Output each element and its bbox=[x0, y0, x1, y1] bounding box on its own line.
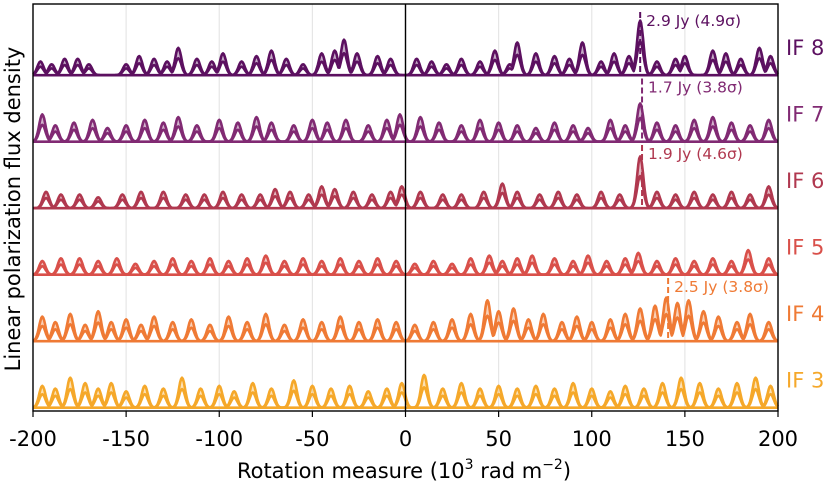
series-if-7: IF 7 bbox=[32, 102, 824, 143]
y-axis-label: Linear polarization flux density bbox=[1, 47, 25, 372]
peak-annotation: 1.7 Jy (3.8σ) bbox=[648, 79, 743, 97]
x-tick-label: 150 bbox=[665, 427, 705, 451]
peak-annotation: 1.9 Jy (4.6σ) bbox=[648, 145, 743, 163]
axis-frame bbox=[32, 3, 779, 412]
x-tick-label: -150 bbox=[102, 427, 150, 451]
x-tick-label: 200 bbox=[758, 427, 798, 451]
x-tick-label: 0 bbox=[399, 427, 412, 451]
x-axis-label-close: ) bbox=[563, 459, 571, 483]
x-tick-label: 50 bbox=[485, 427, 512, 451]
series-if-6: IF 6 bbox=[32, 155, 824, 210]
series-if-8: IF 8 bbox=[32, 19, 824, 77]
x-axis-label-sup: 3 bbox=[465, 457, 474, 473]
series-label: IF 7 bbox=[786, 103, 824, 127]
peak-annotation: 2.9 Jy (4.9σ) bbox=[646, 12, 741, 30]
series-label: IF 5 bbox=[786, 236, 824, 260]
peak-annotation: 2.5 Jy (3.8σ) bbox=[674, 278, 769, 296]
x-axis-label-unit: rad m bbox=[474, 459, 543, 483]
annotation-layer: 2.9 Jy (4.9σ) 1.7 Jy (3.8σ) 1.9 Jy (4.6σ) 2… bbox=[639, 12, 769, 342]
series-if-5: IF 5 bbox=[32, 236, 824, 277]
x-tick-label: -200 bbox=[9, 427, 57, 451]
series-label: IF 8 bbox=[786, 36, 824, 60]
x-axis-label-main: Rotation measure (10 bbox=[237, 459, 465, 483]
series-if-4: IF 4 bbox=[32, 296, 824, 343]
x-tick-label: -50 bbox=[295, 427, 329, 451]
series-label: IF 6 bbox=[786, 169, 824, 193]
series-label: IF 4 bbox=[786, 302, 824, 326]
series-if-3: IF 3 bbox=[32, 369, 824, 409]
x-tick-label: -100 bbox=[195, 427, 243, 451]
series-label: IF 3 bbox=[786, 369, 824, 393]
x-axis-label-unit-sup: −2 bbox=[542, 457, 563, 473]
x-tick-label: 100 bbox=[572, 427, 612, 451]
x-axis-label: Rotation measure (103 rad m−2) bbox=[237, 457, 571, 483]
axis-layer: -200 -150 -100 -50 0 50 100 150 200 bbox=[9, 3, 798, 451]
